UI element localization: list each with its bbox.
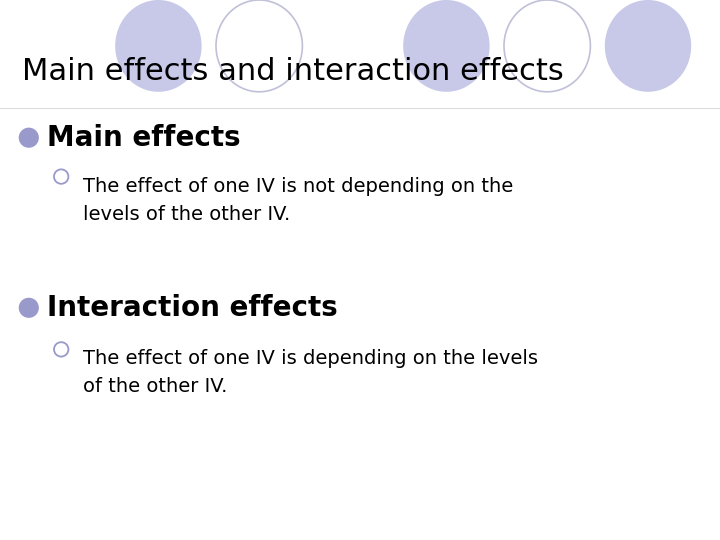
Ellipse shape (54, 170, 68, 184)
Ellipse shape (403, 0, 490, 92)
Text: Main effects: Main effects (47, 124, 240, 152)
Ellipse shape (19, 127, 39, 148)
Ellipse shape (115, 0, 202, 92)
Ellipse shape (54, 342, 68, 356)
Ellipse shape (19, 298, 39, 318)
Text: The effect of one IV is depending on the levels
of the other IV.: The effect of one IV is depending on the… (83, 349, 538, 396)
Ellipse shape (605, 0, 691, 92)
Text: Main effects and interaction effects: Main effects and interaction effects (22, 57, 563, 86)
Text: The effect of one IV is not depending on the
levels of the other IV.: The effect of one IV is not depending on… (83, 177, 513, 224)
Text: Interaction effects: Interaction effects (47, 294, 338, 322)
